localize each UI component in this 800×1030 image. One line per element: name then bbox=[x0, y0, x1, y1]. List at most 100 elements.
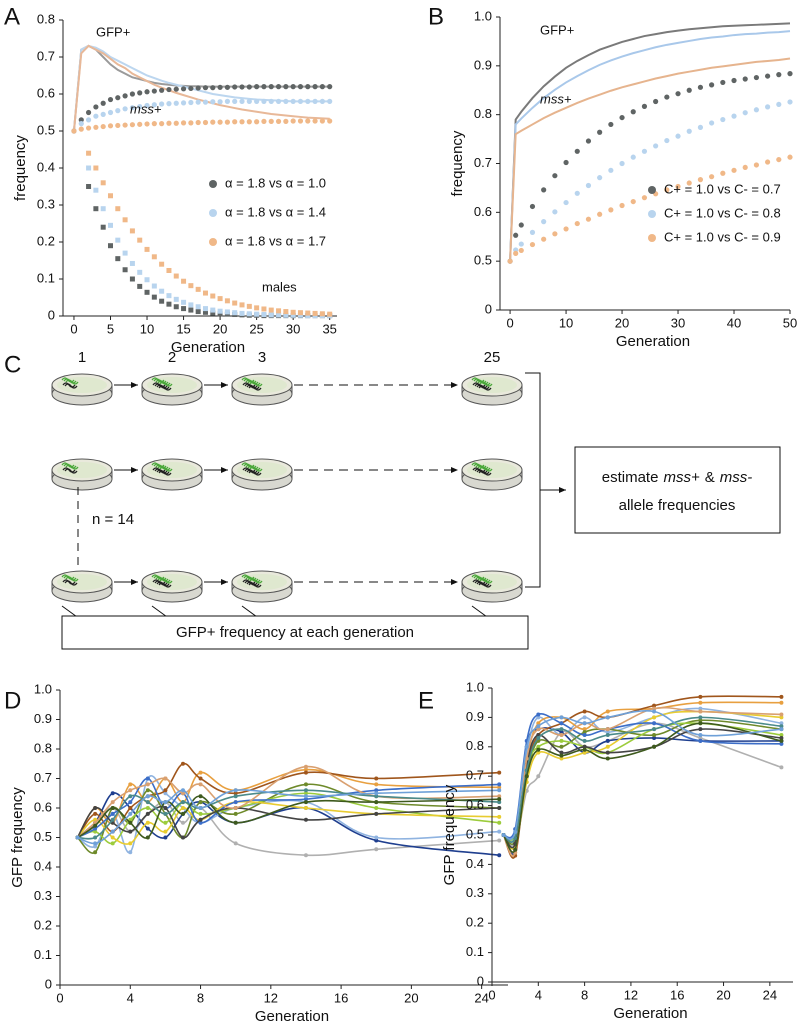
worm bbox=[249, 381, 263, 387]
x-tick-label: 20 bbox=[404, 990, 418, 1005]
dot bbox=[128, 794, 133, 799]
legend-label: α = 1.8 vs α = 1.0 bbox=[225, 175, 326, 190]
dot bbox=[776, 101, 782, 108]
worm bbox=[246, 581, 260, 587]
dot bbox=[641, 148, 648, 154]
legend-marker bbox=[209, 180, 217, 188]
dot bbox=[559, 753, 564, 758]
worm bbox=[156, 581, 170, 587]
square bbox=[268, 312, 274, 318]
dot bbox=[93, 811, 98, 816]
dot bbox=[107, 96, 114, 103]
dot bbox=[698, 694, 703, 699]
square bbox=[188, 302, 194, 308]
worm bbox=[156, 384, 170, 390]
dot bbox=[233, 811, 238, 816]
dot bbox=[605, 756, 610, 761]
dot bbox=[163, 820, 168, 825]
square bbox=[173, 273, 179, 279]
line bbox=[72, 44, 330, 132]
dot bbox=[107, 123, 114, 129]
dot bbox=[180, 811, 185, 816]
y-tick-label: 0 bbox=[45, 976, 52, 991]
x-tick-label: 30 bbox=[671, 315, 685, 330]
dot bbox=[698, 718, 703, 723]
dot bbox=[664, 137, 670, 144]
dot bbox=[779, 700, 784, 705]
dot bbox=[275, 118, 282, 124]
panel-label: B bbox=[428, 3, 444, 30]
dot bbox=[501, 833, 506, 837]
dot bbox=[100, 100, 106, 106]
worm bbox=[476, 581, 490, 587]
dot bbox=[303, 806, 308, 810]
dot bbox=[753, 107, 760, 113]
worm bbox=[157, 465, 171, 471]
legend-label: C+ = 1.0 vs C- = 0.8 bbox=[664, 205, 781, 220]
dot bbox=[605, 730, 610, 735]
dot bbox=[513, 232, 519, 238]
dot bbox=[675, 133, 681, 139]
dot bbox=[180, 791, 185, 796]
y-tick-label: 0.6 bbox=[466, 797, 484, 812]
dot bbox=[128, 829, 133, 834]
square bbox=[246, 303, 252, 309]
dot bbox=[686, 87, 692, 93]
annotation: males bbox=[262, 279, 297, 294]
dot bbox=[198, 800, 203, 805]
dot bbox=[115, 108, 121, 114]
square bbox=[115, 206, 121, 212]
worm bbox=[63, 575, 77, 581]
legend-marker bbox=[209, 238, 217, 246]
dot bbox=[122, 93, 128, 99]
dot bbox=[115, 95, 121, 101]
dot bbox=[536, 735, 541, 740]
square bbox=[246, 311, 252, 317]
dot bbox=[582, 709, 587, 714]
dot bbox=[303, 797, 308, 802]
dot bbox=[144, 102, 150, 109]
dot bbox=[779, 724, 784, 729]
dot bbox=[582, 715, 587, 720]
dot bbox=[559, 756, 564, 761]
dot bbox=[497, 814, 502, 819]
dot bbox=[254, 98, 260, 104]
dot bbox=[652, 706, 657, 711]
worm bbox=[479, 381, 493, 387]
line bbox=[502, 728, 782, 849]
x-tick-label: 16 bbox=[334, 990, 348, 1005]
bracket bbox=[525, 372, 541, 588]
dot bbox=[232, 84, 238, 90]
dot bbox=[582, 750, 587, 755]
worm bbox=[65, 576, 79, 582]
legend-label: α = 1.8 vs α = 1.7 bbox=[225, 233, 326, 248]
y-tick-label: 0.1 bbox=[466, 944, 484, 959]
dot bbox=[585, 138, 592, 144]
dot bbox=[110, 800, 115, 805]
dot bbox=[536, 715, 541, 720]
dot bbox=[303, 788, 308, 793]
square bbox=[202, 306, 208, 312]
dot bbox=[605, 733, 610, 738]
footer-text: GFP+ frequency at each generation bbox=[176, 624, 414, 641]
dot bbox=[574, 190, 580, 196]
worm bbox=[62, 382, 76, 388]
dot bbox=[582, 730, 587, 735]
square bbox=[261, 312, 267, 318]
dot bbox=[202, 119, 209, 126]
dot bbox=[268, 98, 274, 104]
dot bbox=[552, 209, 558, 215]
square bbox=[210, 293, 216, 299]
square bbox=[217, 311, 223, 317]
y-tick-label: 0.4 bbox=[466, 856, 484, 871]
dot bbox=[198, 794, 203, 799]
dot bbox=[608, 167, 614, 173]
square bbox=[144, 246, 150, 252]
square bbox=[100, 206, 106, 212]
dot bbox=[305, 84, 311, 90]
dot bbox=[195, 119, 201, 126]
dot bbox=[198, 820, 203, 825]
dot bbox=[137, 103, 143, 110]
dot bbox=[630, 198, 636, 205]
